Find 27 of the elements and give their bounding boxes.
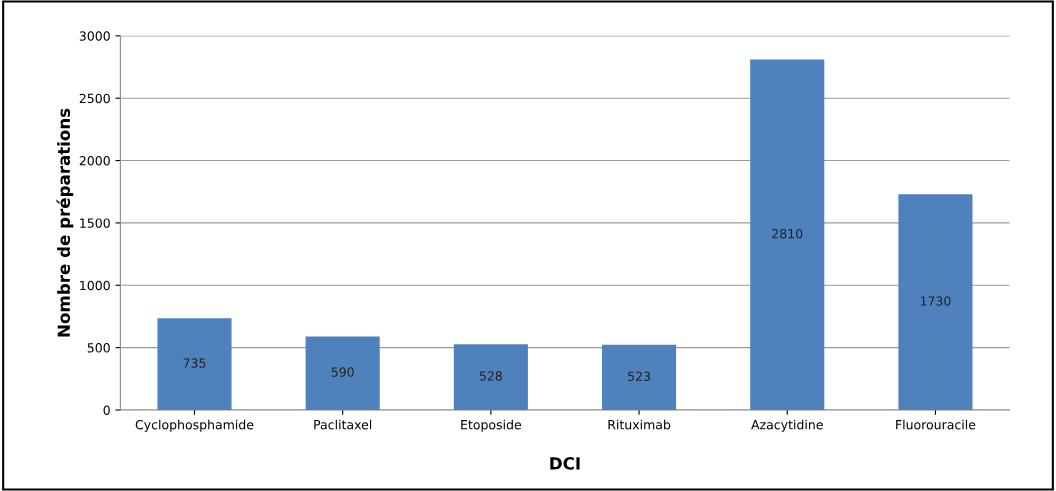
x-tick-label: Rituximab xyxy=(608,419,671,430)
y-tick-label: 1500 xyxy=(80,218,110,228)
y-tick-label: 0 xyxy=(103,405,110,415)
y-tick-label: 2000 xyxy=(79,156,110,166)
x-axis-title: DCI xyxy=(550,457,580,470)
data-label: 523 xyxy=(628,371,650,381)
x-tick-label: Etoposide xyxy=(461,419,522,432)
bar xyxy=(750,59,825,410)
x-tick-label: Paclitaxel xyxy=(314,419,372,430)
bar xyxy=(157,318,232,410)
y-tick-label: 2500 xyxy=(79,93,110,104)
data-label: 1730 xyxy=(920,296,951,306)
y-tick-label: 1000 xyxy=(80,280,110,291)
data-label: 590 xyxy=(331,367,354,377)
bar xyxy=(898,194,973,410)
bar xyxy=(453,344,528,410)
bar xyxy=(602,344,677,410)
data-label: 528 xyxy=(479,371,502,381)
x-tick-label: Cyclophosphamide xyxy=(135,419,254,432)
y-tick-label: 500 xyxy=(87,343,110,353)
y-tick-label: 3000 xyxy=(79,31,110,41)
data-label: 735 xyxy=(183,358,206,368)
x-tick-label: Azacytidine xyxy=(751,419,823,432)
data-label: 2810 xyxy=(772,228,803,239)
bar xyxy=(305,336,380,410)
x-tick-label: Fluorouracile xyxy=(896,419,976,430)
y-axis-title: Nombre de préparations xyxy=(56,108,74,337)
